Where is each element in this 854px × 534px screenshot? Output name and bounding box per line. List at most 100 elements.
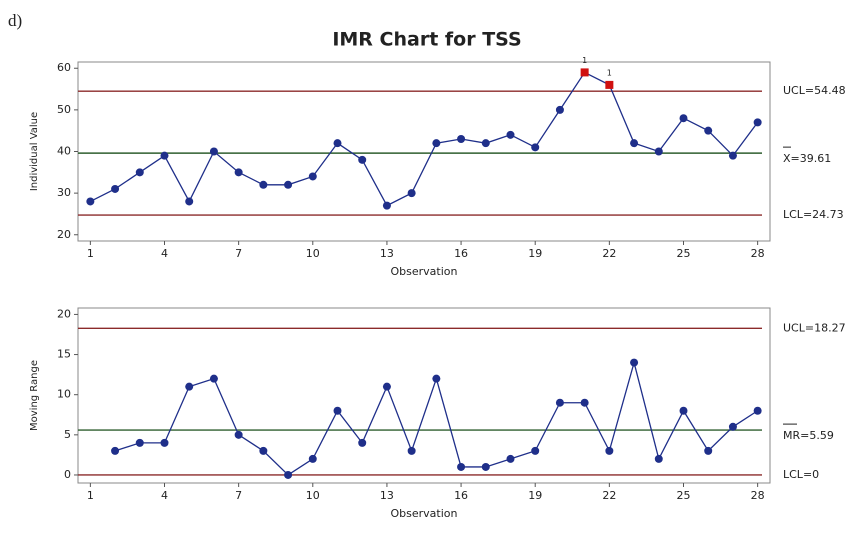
control-line-label: LCL=24.73 — [783, 208, 844, 221]
flagged-point — [580, 68, 589, 77]
x-tick-label: 7 — [235, 489, 242, 502]
data-point — [580, 398, 589, 407]
data-point — [531, 143, 540, 152]
data-point — [86, 197, 95, 206]
x-tick-label: 4 — [161, 489, 168, 502]
y-tick-label: 0 — [64, 468, 71, 481]
y-tick-label: 30 — [57, 186, 71, 199]
data-point — [753, 406, 762, 415]
data-point — [284, 180, 293, 189]
data-point — [555, 105, 564, 114]
x-tick-label: 10 — [306, 247, 320, 260]
data-point — [135, 168, 144, 177]
x-tick-label: 16 — [454, 247, 468, 260]
data-point — [630, 358, 639, 367]
y-tick-label: 60 — [57, 61, 71, 74]
x-axis-label: Observation — [391, 265, 458, 278]
control-line-label: LCL=0 — [783, 468, 819, 481]
x-tick-label: 19 — [528, 489, 542, 502]
data-point — [111, 184, 120, 193]
data-point — [234, 430, 243, 439]
data-point — [654, 147, 663, 156]
x-axis-label: Observation — [391, 507, 458, 520]
data-point — [209, 147, 218, 156]
y-tick-label: 20 — [57, 307, 71, 320]
y-tick-label: 10 — [57, 388, 71, 401]
x-tick-label: 10 — [306, 489, 320, 502]
data-point — [506, 454, 515, 463]
data-point — [284, 470, 293, 479]
plot-frame — [77, 61, 771, 242]
y-tick-label: 5 — [64, 428, 71, 441]
data-point — [135, 438, 144, 447]
data-point — [704, 446, 713, 455]
control-line-label: MR=5.59 — [783, 429, 834, 442]
x-tick-label: 13 — [380, 247, 394, 260]
x-tick-label: 1 — [87, 247, 94, 260]
data-point — [506, 130, 515, 139]
data-point — [382, 382, 391, 391]
data-point — [728, 151, 737, 160]
x-tick-label: 22 — [602, 489, 616, 502]
control-line-label: X=39.61 — [783, 152, 831, 165]
control-line-label: UCL=18.27 — [783, 321, 846, 334]
data-point — [605, 446, 614, 455]
y-tick-label: 50 — [57, 103, 71, 116]
data-point — [111, 446, 120, 455]
y-tick-label: 40 — [57, 145, 71, 158]
x-tick-label: 13 — [380, 489, 394, 502]
x-tick-label: 7 — [235, 247, 242, 260]
data-point — [704, 126, 713, 135]
x-tick-label: 28 — [751, 247, 765, 260]
data-point — [308, 172, 317, 181]
data-point — [432, 139, 441, 148]
data-point — [185, 197, 194, 206]
series-line — [90, 71, 759, 207]
data-point — [654, 454, 663, 463]
data-point — [259, 446, 268, 455]
data-point — [679, 114, 688, 123]
data-point — [753, 118, 762, 127]
data-point — [333, 406, 342, 415]
y-tick-label: 15 — [57, 348, 71, 361]
data-point — [382, 201, 391, 210]
data-point — [234, 168, 243, 177]
data-point — [407, 189, 416, 198]
data-point — [555, 398, 564, 407]
chart-title: IMR Chart for TSS — [332, 29, 521, 51]
data-point — [728, 422, 737, 431]
data-point — [358, 438, 367, 447]
data-point — [160, 438, 169, 447]
control-line-label: UCL=54.48 — [783, 84, 846, 97]
x-tick-label: 4 — [161, 247, 168, 260]
y-axis-label: Moving Range — [29, 360, 40, 431]
data-point — [160, 151, 169, 160]
data-point — [407, 446, 416, 455]
data-point — [259, 180, 268, 189]
x-tick-label: 1 — [87, 489, 94, 502]
y-tick-label: 20 — [57, 228, 71, 241]
x-tick-label: 25 — [677, 489, 691, 502]
data-point — [358, 155, 367, 164]
flag-label: 1 — [582, 56, 587, 65]
x-tick-label: 28 — [751, 489, 765, 502]
panel-label: d) — [8, 11, 22, 30]
data-point — [185, 382, 194, 391]
flagged-point — [605, 80, 614, 89]
data-point — [630, 139, 639, 148]
data-point — [457, 462, 466, 471]
data-point — [432, 374, 441, 383]
flag-label: 1 — [607, 68, 612, 77]
x-tick-label: 22 — [602, 247, 616, 260]
data-point — [209, 374, 218, 383]
x-tick-label: 25 — [677, 247, 691, 260]
data-point — [679, 406, 688, 415]
data-point — [457, 135, 466, 144]
x-tick-label: 16 — [454, 489, 468, 502]
plot-frame — [77, 307, 771, 484]
data-point — [531, 446, 540, 455]
data-point — [481, 139, 490, 148]
data-point — [333, 139, 342, 148]
data-point — [308, 454, 317, 463]
